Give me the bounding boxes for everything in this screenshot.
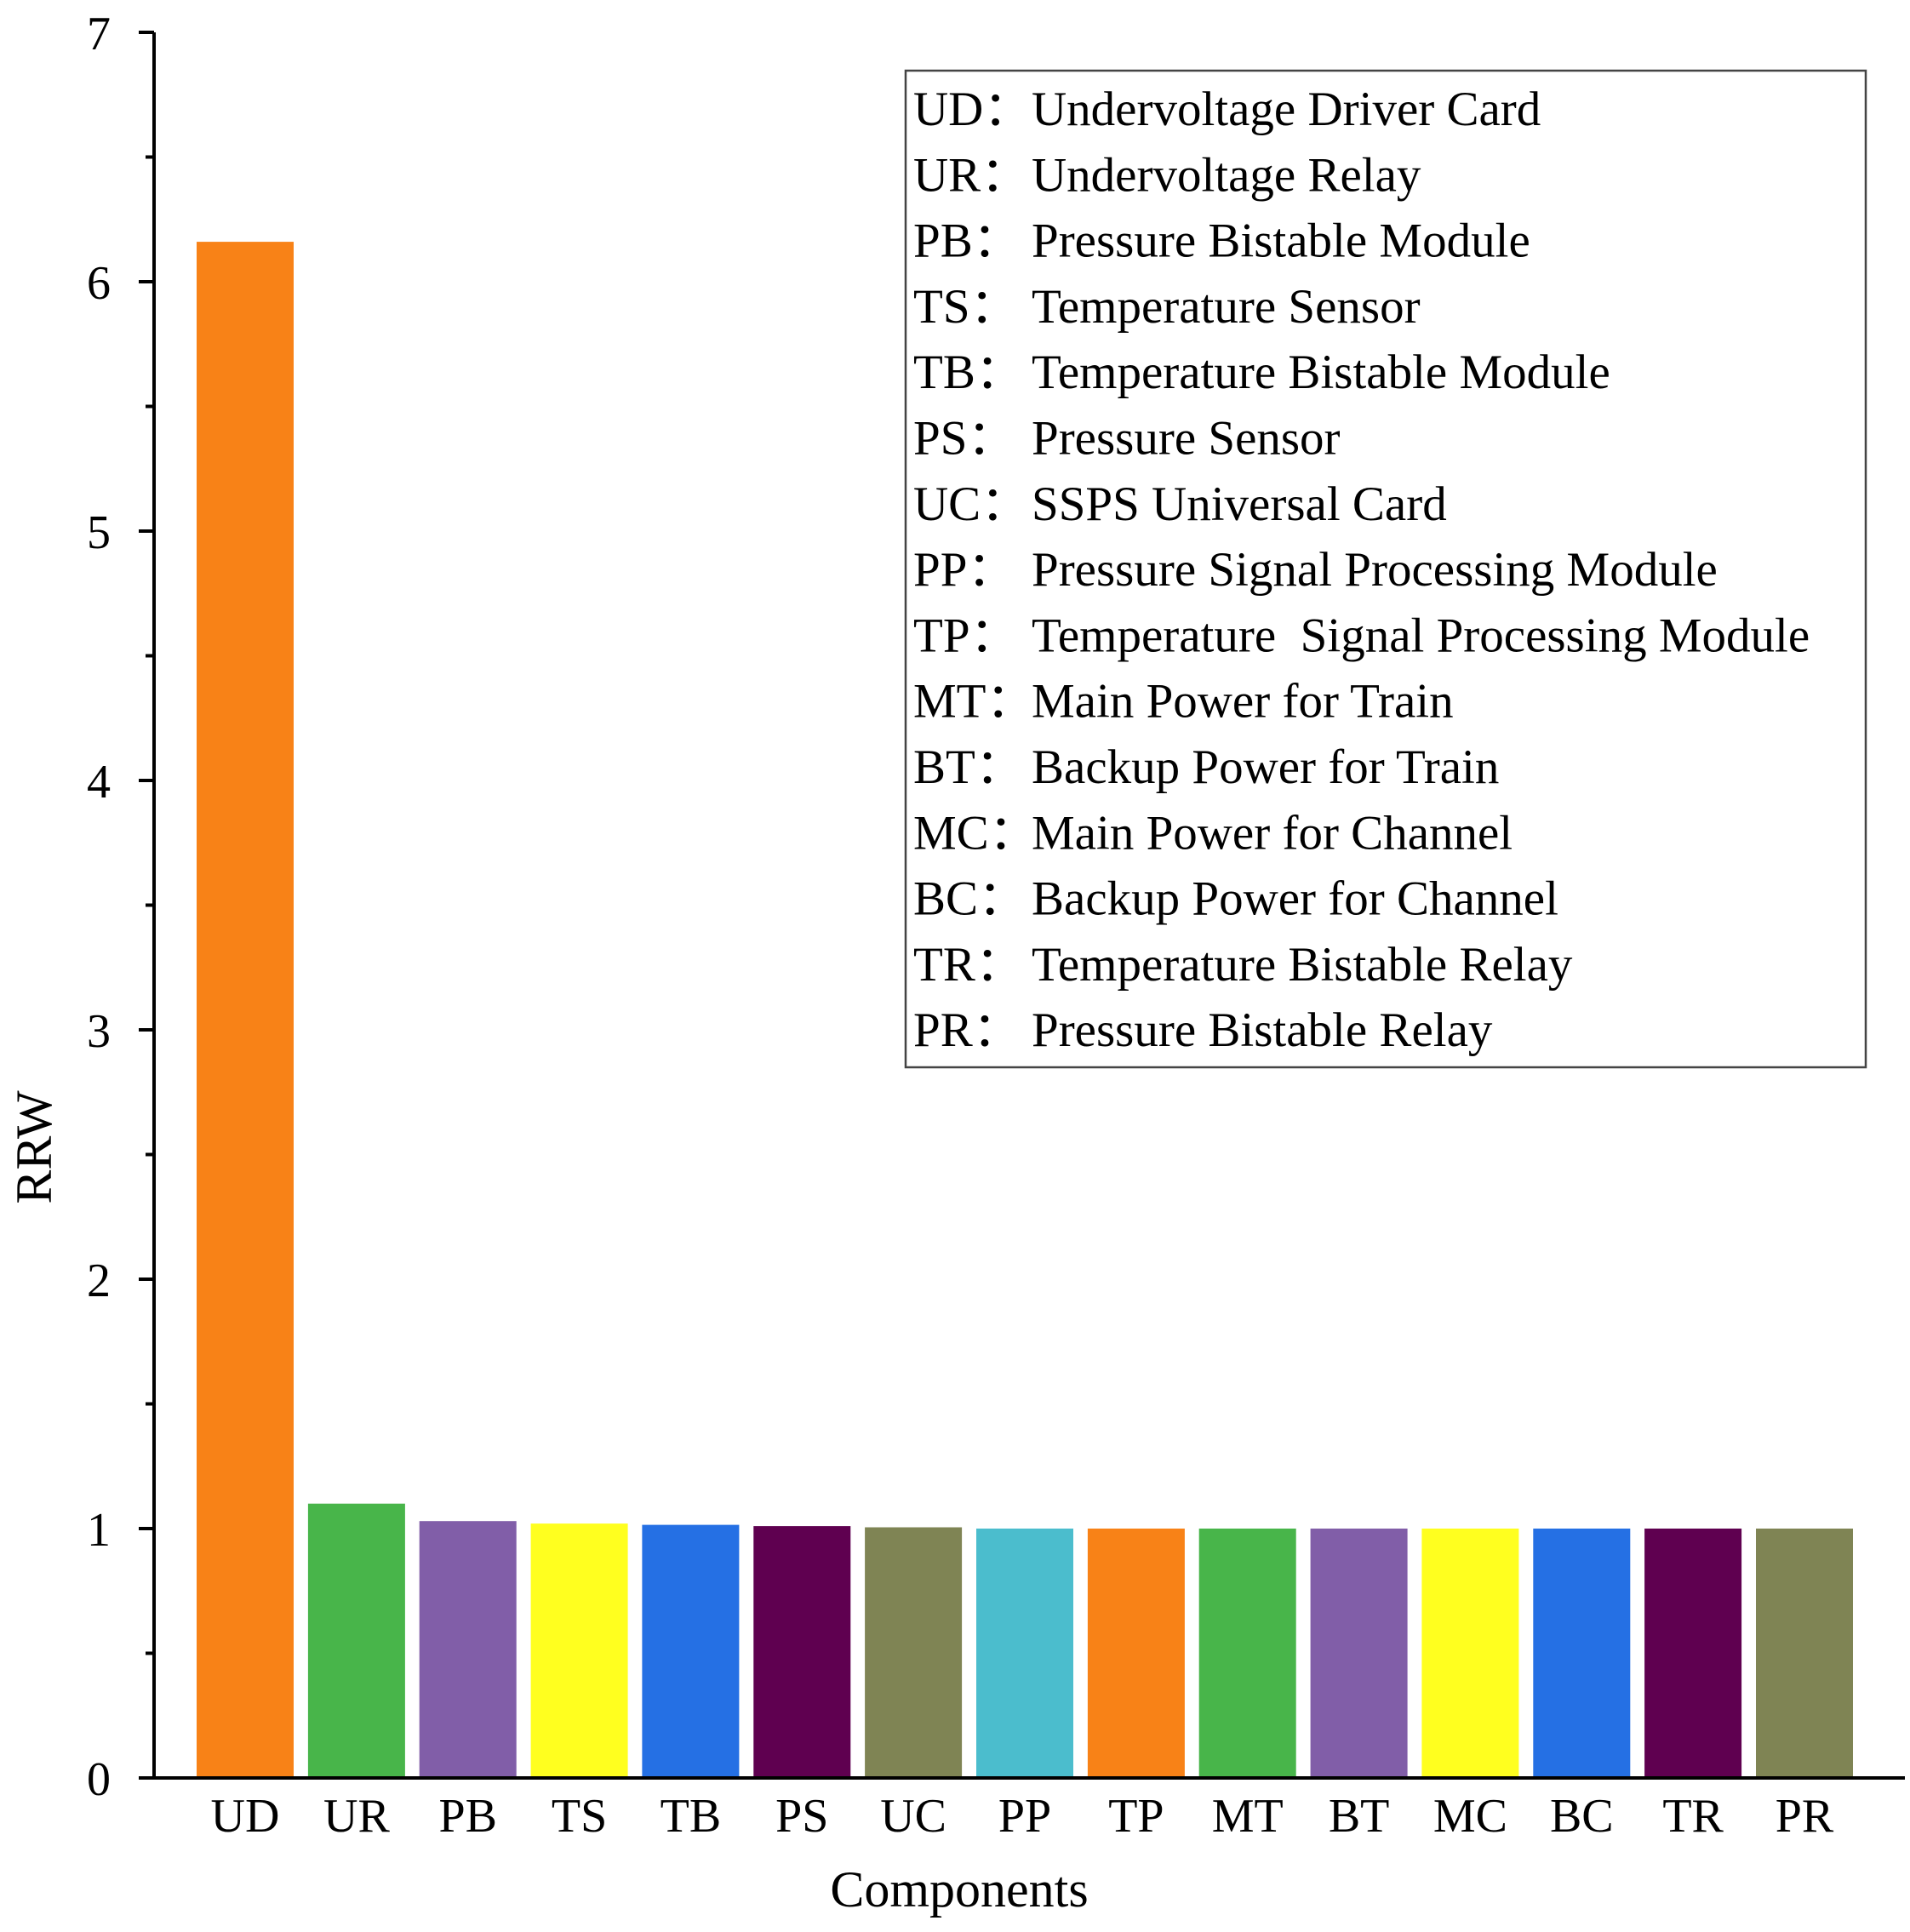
legend-entry-pb: PB： Pressure Bistable Module (913, 214, 1530, 268)
legend: UD：Undervoltage Driver CardUR：Undervolta… (904, 69, 1867, 1069)
y-tick-label: 1 (87, 1504, 111, 1557)
legend-entry-mt: MT：Main Power for Train (913, 675, 1454, 729)
legend-name: Temperature Bistable Module (1032, 346, 1610, 399)
y-tick-label: 3 (87, 1005, 111, 1058)
legend-abbr: TB： (913, 346, 1024, 399)
legend-abbr: PR： (913, 1003, 1021, 1057)
y-tick-label: 5 (87, 506, 111, 559)
legend-name: Main Power for Train (1032, 675, 1454, 729)
x-tick-label-tr: TR (1662, 1790, 1724, 1843)
legend-entry-ud: UD：Undervoltage Driver Card (913, 83, 1541, 136)
x-tick-label-uc: UC (880, 1790, 946, 1843)
legend-entry-ps: PS： Pressure Sensor (913, 412, 1341, 466)
legend-entry-bc: BC： Backup Power for Channel (913, 872, 1558, 926)
legend-abbr: TS： (913, 280, 1019, 334)
legend-entry-pp: PP： Pressure Signal Processing Module (913, 543, 1718, 597)
legend-abbr: UD： (913, 83, 1032, 136)
legend-entry-ts: TS： Temperature Sensor (913, 280, 1421, 334)
legend-name: Undervoltage Relay (1032, 148, 1421, 202)
bar-tr (1644, 1529, 1742, 1778)
bar-bt (1310, 1529, 1408, 1778)
y-tick-label: 4 (87, 756, 111, 809)
x-tick-label-ud: UD (211, 1790, 280, 1843)
y-ticks-group: 0 1 2 3 4 5 6 7 (87, 8, 154, 1806)
bar-pp (976, 1529, 1073, 1778)
x-tick-label-pb: PB (438, 1790, 497, 1843)
bar-bc (1533, 1529, 1631, 1778)
bar-pb (419, 1521, 517, 1778)
bar-ps (753, 1526, 851, 1778)
legend-entry-tr: TR： Temperature Bistable Relay (913, 938, 1573, 992)
x-tick-label-pp: PP (998, 1790, 1051, 1843)
legend-entry-ur: UR：Undervoltage Relay (913, 148, 1421, 202)
legend-entry-bt: BT： Backup Power for Train (913, 740, 1499, 794)
x-tick-label-ts: TS (552, 1790, 607, 1843)
legend-abbr: BT： (913, 740, 1024, 794)
x-tick-label-tb: TB (660, 1790, 722, 1843)
legend-name: Temperature Signal Processing Module (1032, 609, 1810, 662)
x-tick-label-ur: UR (323, 1790, 390, 1843)
y-tick-label: 0 (87, 1753, 111, 1806)
legend-entry-uc: UC：SSPS Universal Card (913, 477, 1447, 531)
legend-name: Undervoltage Driver Card (1032, 83, 1541, 136)
legend-name: Pressure Sensor (1032, 412, 1341, 466)
legend-box (904, 69, 1867, 1069)
bar-tp (1087, 1529, 1185, 1778)
legend-name: Main Power for Channel (1032, 806, 1513, 860)
x-tick-label-tp: TP (1108, 1790, 1164, 1843)
bar-ts (530, 1523, 628, 1778)
legend-abbr: MT： (913, 675, 1035, 729)
bar-ud (197, 242, 294, 1779)
legend-name: Pressure Bistable Module (1032, 214, 1530, 268)
legend-entry-mc: MC：Main Power for Channel (913, 806, 1513, 860)
bar-mc (1421, 1529, 1519, 1778)
legend-name: Pressure Signal Processing Module (1032, 543, 1718, 597)
x-tick-labels-group: UD UR PB TS TB PS UC PP TP MT BT MC BC TR PR (211, 1790, 1834, 1843)
x-tick-label-ps: PS (775, 1790, 828, 1843)
legend-abbr: BC： (913, 872, 1026, 926)
x-tick-label-pr: PR (1776, 1790, 1834, 1843)
bars-group (197, 242, 1853, 1779)
y-axis-title: RRW (6, 1090, 62, 1204)
legend-name: SSPS Universal Card (1032, 477, 1447, 531)
legend-entry-tp: TP： Temperature Signal Processing Module (913, 609, 1810, 662)
bar-mt (1198, 1529, 1296, 1778)
legend-abbr: PS： (913, 412, 1015, 466)
legend-abbr: UC： (913, 477, 1029, 531)
legend-name: Temperature Bistable Relay (1032, 938, 1573, 992)
legend-abbr: TP： (913, 609, 1019, 662)
legend-abbr: UR： (913, 148, 1029, 202)
y-tick-label: 7 (87, 8, 111, 60)
x-axis-title: Components (830, 1861, 1088, 1918)
bar-tb (642, 1524, 740, 1778)
legend-name: Pressure Bistable Relay (1032, 1003, 1493, 1057)
bar-ur (307, 1503, 405, 1778)
x-tick-label-mc: MC (1433, 1790, 1507, 1843)
legend-entry-tb: TB： Temperature Bistable Module (913, 346, 1610, 399)
x-tick-label-mt: MT (1212, 1790, 1284, 1843)
x-tick-label-bt: BT (1329, 1790, 1390, 1843)
legend-name: Temperature Sensor (1032, 280, 1421, 334)
legend-abbr: PP： (913, 543, 1015, 597)
y-tick-label: 2 (87, 1255, 111, 1307)
legend-abbr: PB： (913, 214, 1021, 268)
legend-name: Backup Power for Train (1032, 740, 1499, 794)
y-tick-label: 6 (87, 257, 111, 310)
legend-name: Backup Power for Channel (1032, 872, 1558, 926)
bar-uc (865, 1527, 963, 1778)
x-tick-label-bc: BC (1550, 1790, 1614, 1843)
legend-abbr: MC： (913, 806, 1038, 860)
legend-items: UD：Undervoltage Driver CardUR：Undervolta… (913, 83, 1810, 1057)
legend-abbr: TR： (913, 938, 1024, 992)
legend-entry-pr: PR： Pressure Bistable Relay (913, 1003, 1493, 1057)
bar-pr (1756, 1529, 1853, 1778)
